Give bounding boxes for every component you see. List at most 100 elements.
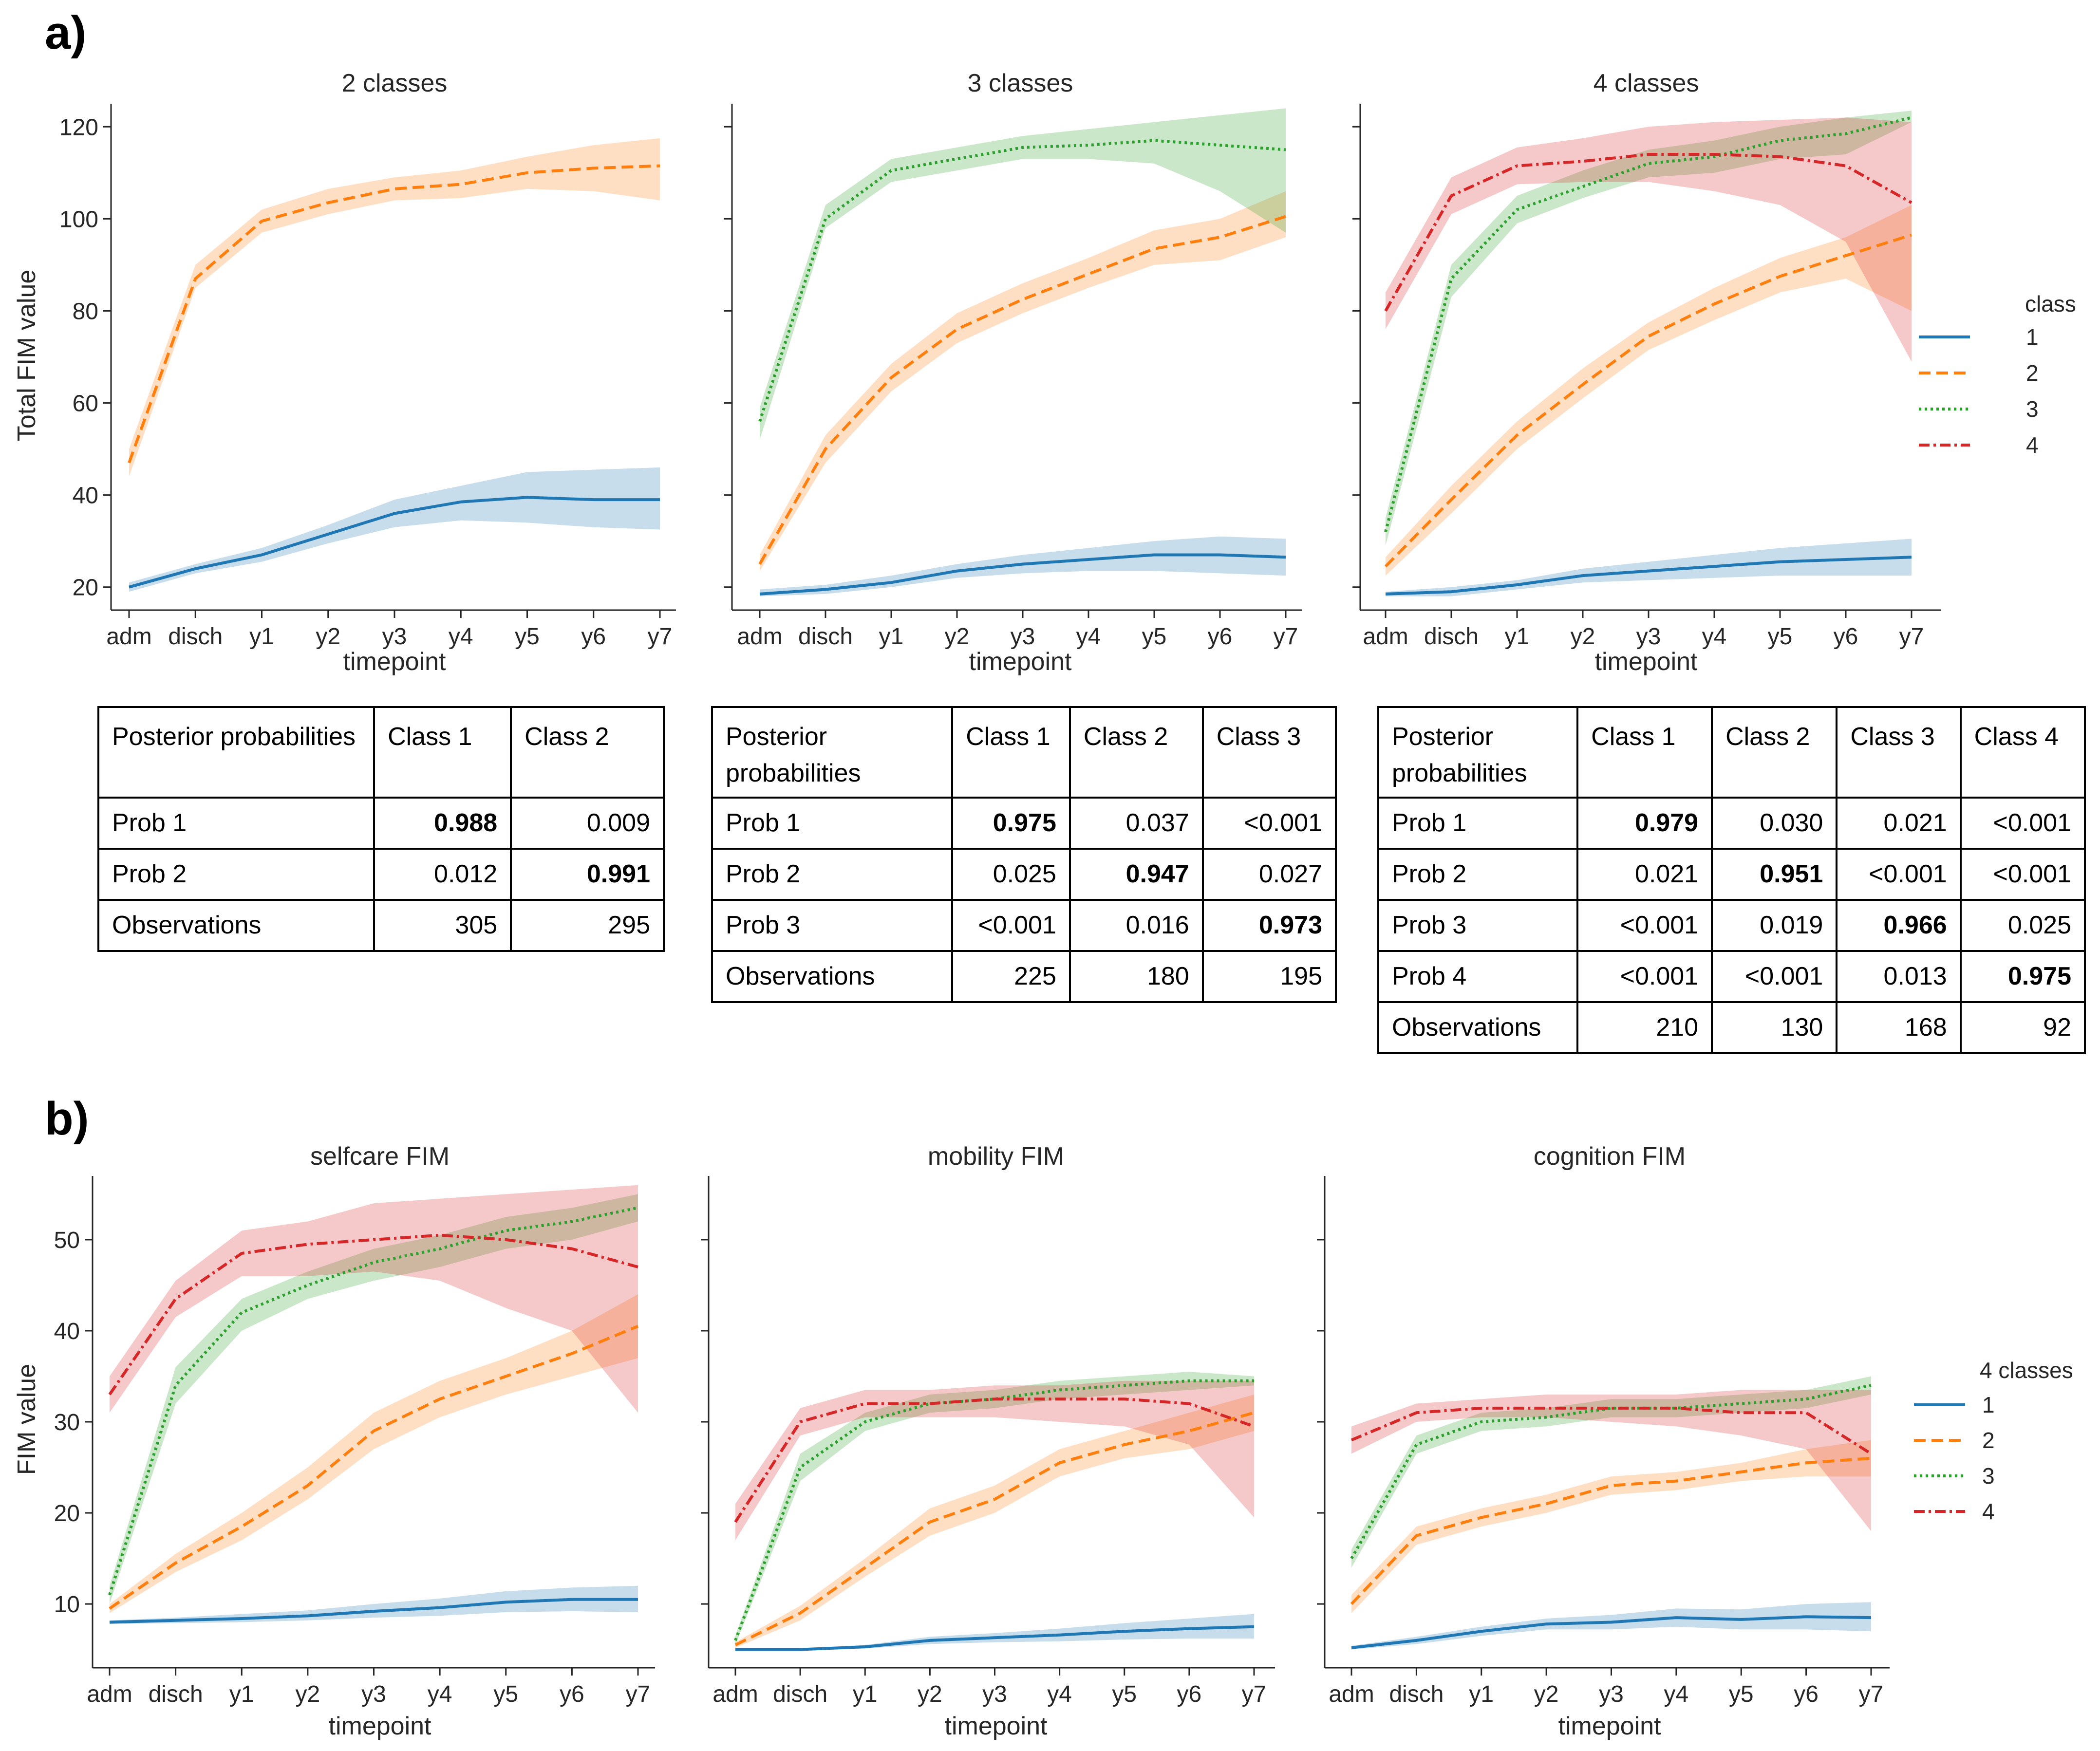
x-tick-label: disch bbox=[1424, 624, 1479, 650]
panel-a-label: a) bbox=[45, 7, 86, 59]
x-tick-label: y5 bbox=[1142, 624, 1167, 650]
x-tick-label: y3 bbox=[1636, 624, 1661, 650]
table-cell: 305 bbox=[373, 899, 512, 952]
chart-a1-xlabel: timepoint bbox=[343, 648, 447, 676]
confidence-band-class-2 bbox=[760, 191, 1286, 571]
table-cell: 0.973 bbox=[1201, 899, 1337, 952]
table-row-label: Prob 1 bbox=[1377, 797, 1579, 850]
x-tick-label: y6 bbox=[1794, 1681, 1819, 1707]
chart-a1-title: 2 classes bbox=[342, 69, 448, 97]
legend-a-title: class bbox=[2025, 291, 2076, 317]
confidence-band-class-3 bbox=[1386, 111, 1912, 546]
x-tick-label: y2 bbox=[316, 624, 340, 650]
series-line-class-1 bbox=[129, 496, 660, 589]
table-cell: 195 bbox=[1201, 950, 1337, 1003]
x-tick-label: y7 bbox=[626, 1681, 651, 1707]
series-line-class-3 bbox=[1350, 1384, 1872, 1560]
x-tick-label: y6 bbox=[1208, 624, 1233, 650]
confidence-band-class-1 bbox=[735, 1614, 1254, 1651]
table-header-cell: Class 4 bbox=[1959, 706, 2086, 799]
x-tick-label: y4 bbox=[1047, 1681, 1072, 1707]
x-tick-label: y1 bbox=[879, 624, 904, 650]
x-tick-label: y2 bbox=[296, 1681, 320, 1707]
table-row: Prob 3 <0.001 0.019 0.966 0.025 bbox=[1377, 899, 2086, 952]
table-row: Prob 2 0.021 0.951 <0.001 <0.001 bbox=[1377, 848, 2086, 901]
x-tick-label: y7 bbox=[1242, 1681, 1267, 1707]
y-tick-label: 20 bbox=[73, 575, 98, 601]
table-row-label: Prob 2 bbox=[1377, 848, 1579, 901]
legend-a-item-2: 2 bbox=[2026, 360, 2039, 386]
confidence-band-class-1 bbox=[129, 467, 660, 592]
legend-a: class 1 2 3 4 bbox=[1919, 291, 2076, 458]
chart-b1-xlabel: timepoint bbox=[329, 1712, 432, 1740]
posterior-table-3-classes: Posterior probabilities Class 1 Class 2 … bbox=[711, 706, 1337, 1003]
chart-a2: 3 classes timepoint bbox=[968, 69, 1073, 676]
chart-a2-xlabel: timepoint bbox=[969, 648, 1072, 676]
legend-a-item-3: 3 bbox=[2026, 396, 2039, 422]
x-tick-label: y1 bbox=[229, 1681, 254, 1707]
x-tick-label: y4 bbox=[428, 1681, 452, 1707]
legend-a-item-4: 4 bbox=[2026, 432, 2039, 458]
table-cell: 0.021 bbox=[1836, 797, 1962, 850]
table-header-cell: Class 2 bbox=[510, 706, 665, 799]
confidence-band-class-2 bbox=[129, 138, 660, 477]
table-row-label: Prob 3 bbox=[711, 899, 954, 952]
x-tick-label: y5 bbox=[493, 1681, 518, 1707]
table-header-cell: Class 3 bbox=[1201, 706, 1337, 799]
table-cell: <0.001 bbox=[1576, 899, 1713, 952]
x-tick-label: y4 bbox=[1664, 1681, 1689, 1707]
confidence-band-class-4 bbox=[735, 1380, 1254, 1541]
x-tick-label: y7 bbox=[1859, 1681, 1884, 1707]
table-cell: 0.013 bbox=[1836, 950, 1962, 1003]
legend-b-item-2: 2 bbox=[1982, 1428, 1995, 1453]
table-row: Prob 1 0.979 0.030 0.021 <0.001 bbox=[1377, 797, 2086, 850]
table-cell: 0.019 bbox=[1711, 899, 1838, 952]
series-line-class-2 bbox=[1350, 1456, 1872, 1605]
series-line-class-1 bbox=[735, 1625, 1255, 1651]
table-header-cell: Posterior probabilities bbox=[1377, 706, 1579, 799]
x-tick-label: adm bbox=[1363, 624, 1408, 650]
chart-b2-xlabel: timepoint bbox=[945, 1712, 1048, 1740]
x-tick-label: y3 bbox=[1599, 1681, 1624, 1707]
table-cell: 0.030 bbox=[1711, 797, 1838, 850]
series-line-class-1 bbox=[759, 553, 1286, 596]
chart-a2-title: 3 classes bbox=[968, 69, 1073, 97]
table-row: Observations 210 130 168 92 bbox=[1377, 1001, 2086, 1054]
x-tick-label: y7 bbox=[1899, 624, 1924, 650]
x-tick-label: y1 bbox=[853, 1681, 878, 1707]
x-tick-label: adm bbox=[87, 1681, 132, 1707]
table-cell: <0.001 bbox=[1201, 797, 1337, 850]
series-line-class-3 bbox=[108, 1206, 638, 1596]
legend-b-item-4: 4 bbox=[1982, 1499, 1995, 1524]
table-header-cell: Class 1 bbox=[1576, 706, 1713, 799]
series-line-class-1 bbox=[1385, 556, 1912, 596]
series-line-class-3 bbox=[734, 1379, 1254, 1641]
series-line-class-4 bbox=[108, 1233, 638, 1396]
series-line-class-4 bbox=[734, 1397, 1255, 1523]
table-header-cell: Class 2 bbox=[1069, 706, 1204, 799]
posterior-table-4-classes: Posterior probabilities Class 1 Class 2 … bbox=[1377, 706, 2086, 1054]
chart-b2-title: mobility FIM bbox=[928, 1142, 1064, 1171]
table-row-label: Observations bbox=[1377, 1001, 1579, 1054]
y-tick-label: 50 bbox=[54, 1228, 80, 1253]
y-tick-label: 10 bbox=[54, 1592, 80, 1618]
series-line-class-3 bbox=[758, 139, 1286, 422]
x-tick-label: y7 bbox=[648, 624, 673, 650]
table-header-cell: Class 1 bbox=[951, 706, 1071, 799]
legend-b: 4 classes 1 2 3 4 bbox=[1914, 1358, 2073, 1524]
x-tick-label: y5 bbox=[1729, 1681, 1754, 1707]
x-tick-label: adm bbox=[737, 624, 782, 650]
table-cell: <0.001 bbox=[1711, 950, 1838, 1003]
series-line-class-2 bbox=[109, 1324, 639, 1610]
chart-b3-title: cognition FIM bbox=[1534, 1142, 1686, 1171]
table-header-cell: Posterior probabilities bbox=[711, 706, 954, 799]
confidence-band-class-4 bbox=[1386, 117, 1912, 362]
confidence-band-class-4 bbox=[1351, 1390, 1871, 1531]
table-cell: 0.009 bbox=[510, 797, 665, 850]
table-cell: 0.988 bbox=[373, 797, 512, 850]
x-tick-label: y1 bbox=[1469, 1681, 1494, 1707]
confidence-band-class-4 bbox=[110, 1185, 638, 1413]
y-tick-label: 20 bbox=[54, 1501, 80, 1527]
series-line-class-4 bbox=[1384, 153, 1912, 312]
